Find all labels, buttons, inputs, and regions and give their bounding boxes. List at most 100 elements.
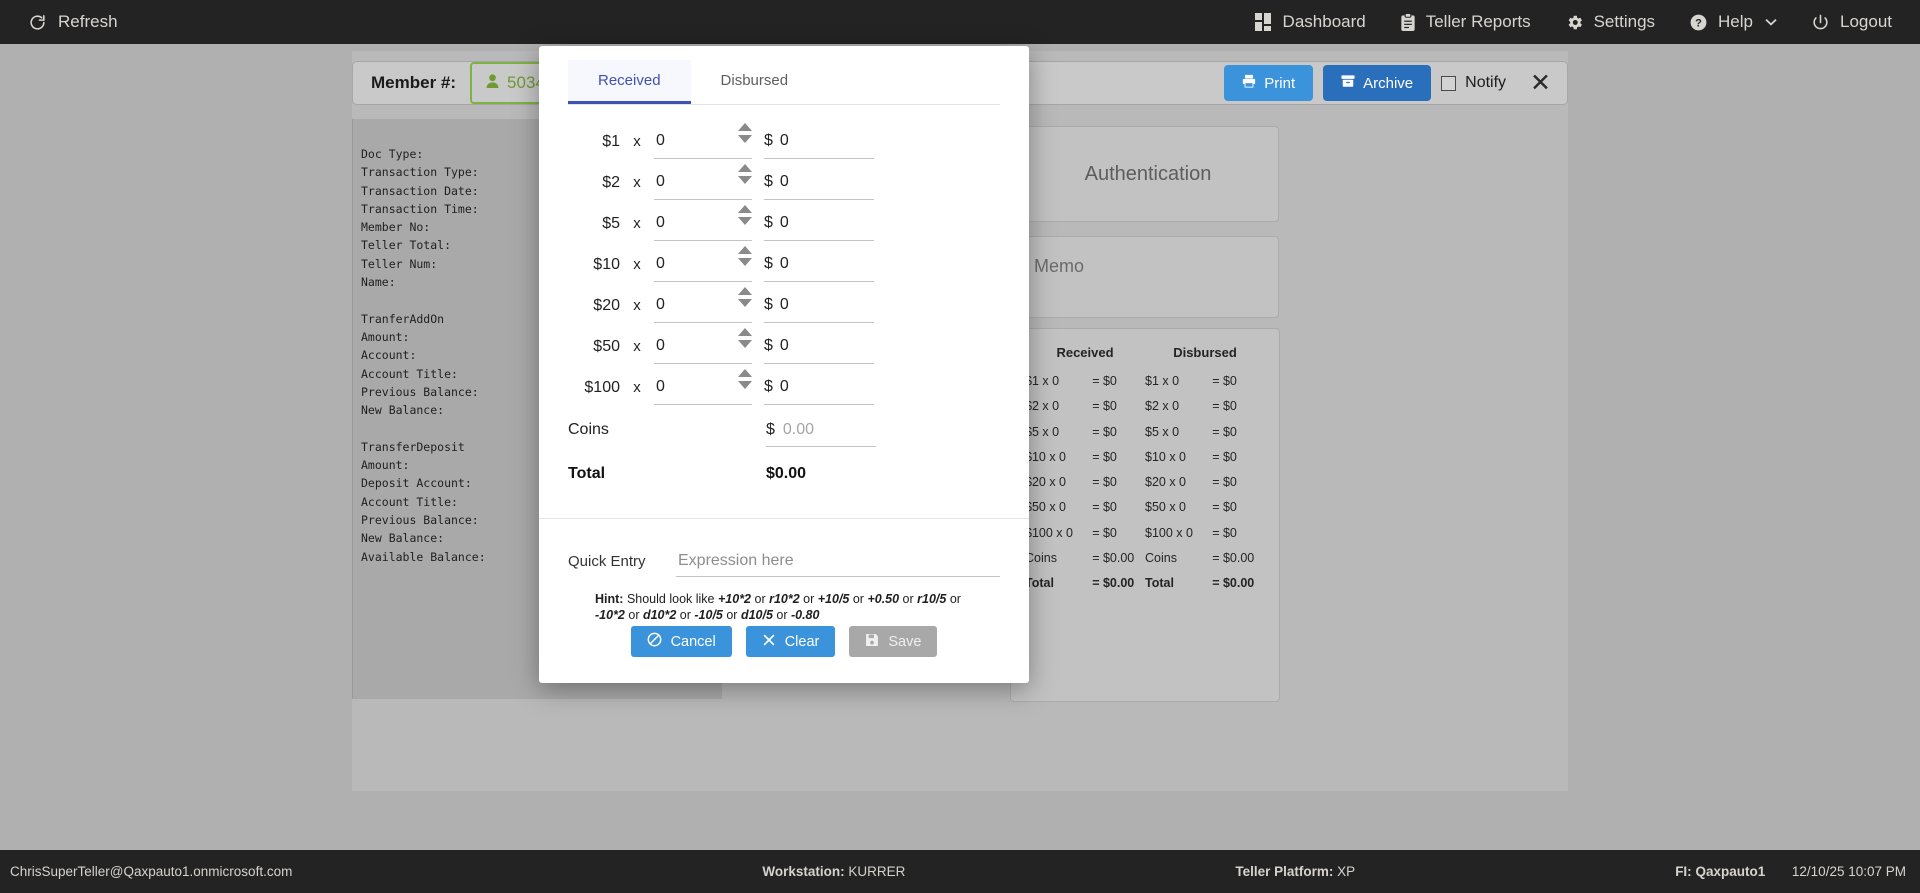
- stepper-down-icon[interactable]: [738, 216, 752, 225]
- refresh-button[interactable]: Refresh: [28, 12, 118, 32]
- nav-teller-reports[interactable]: Teller Reports: [1400, 12, 1531, 32]
- denomination-amount-input[interactable]: [777, 336, 838, 356]
- denomination-quantity-field[interactable]: [654, 327, 752, 364]
- denomination-quantity-input[interactable]: [654, 132, 732, 150]
- quantity-stepper[interactable]: [738, 204, 752, 225]
- hint-token: r10*2: [769, 592, 800, 606]
- quantity-stepper[interactable]: [738, 368, 752, 389]
- clear-label: Clear: [784, 633, 820, 650]
- receipt-line-key: Transaction Time:: [361, 201, 479, 216]
- cash-entry-modal: Received Disbursed $1 x $ $2 x $ $5 x $ $10 x $ $20 x…: [539, 46, 1029, 683]
- stepper-up-icon[interactable]: [738, 286, 752, 295]
- coins-amount-input[interactable]: [780, 419, 855, 440]
- summary-cell-amount: = $0: [1212, 449, 1237, 464]
- summary-cell-label: $2 x 0: [1145, 399, 1180, 414]
- stepper-up-icon[interactable]: [738, 122, 752, 131]
- denomination-quantity-input[interactable]: [654, 296, 732, 314]
- nav-logout-label: Logout: [1840, 12, 1892, 31]
- denomination-quantity-input[interactable]: [654, 173, 732, 191]
- close-icon[interactable]: ✕: [1530, 68, 1551, 97]
- denomination-quantity-field[interactable]: [654, 163, 752, 200]
- coins-row: Coins $: [539, 408, 1029, 452]
- stepper-up-icon[interactable]: [738, 368, 752, 377]
- summary-cell-received: Coins = $0.00: [1025, 551, 1145, 565]
- denomination-quantity-field[interactable]: [654, 286, 752, 323]
- archive-button[interactable]: Archive: [1323, 65, 1432, 101]
- denomination-amount-input[interactable]: [777, 254, 838, 274]
- quick-entry-hint: Hint: Should look like +10*2 or r10*2 or…: [539, 577, 1029, 623]
- stepper-down-icon[interactable]: [738, 134, 752, 143]
- hint-token: +10/5: [817, 592, 850, 606]
- receipt-line-key: TransferDeposit: [361, 439, 465, 454]
- stepper-up-icon[interactable]: [738, 327, 752, 336]
- footer-platform-label: Teller Platform:: [1235, 864, 1334, 879]
- footer-platform-value: XP: [1337, 864, 1356, 879]
- receipt-line-key: Account Title:: [361, 366, 458, 381]
- denomination-amount-field[interactable]: $: [764, 125, 874, 159]
- receipt-line-key: Name:: [361, 275, 396, 290]
- summary-cell-label: $5 x 0: [1025, 424, 1060, 439]
- nav-help[interactable]: ? Help: [1689, 12, 1777, 32]
- denomination-label: $2: [602, 173, 620, 191]
- nav-logout[interactable]: Logout: [1811, 12, 1892, 32]
- coins-label: Coins: [568, 421, 609, 438]
- denomination-quantity-input[interactable]: [654, 214, 732, 232]
- hint-or: or: [751, 592, 770, 606]
- status-footer: ChrisSuperTeller@Qaxpauto1.onmicrosoft.c…: [0, 850, 1920, 893]
- nav-dashboard[interactable]: Dashboard: [1254, 12, 1366, 32]
- summary-cell-amount: = $0: [1212, 424, 1237, 439]
- quick-entry-input[interactable]: [676, 550, 1000, 571]
- quick-entry-field[interactable]: [676, 545, 1000, 577]
- quantity-stepper[interactable]: [738, 163, 752, 184]
- denomination-quantity-field[interactable]: [654, 245, 752, 282]
- denomination-amount-field[interactable]: $: [764, 166, 874, 200]
- chevron-down-icon: [1765, 18, 1777, 26]
- denomination-amount-input[interactable]: [777, 377, 838, 397]
- stepper-up-icon[interactable]: [738, 163, 752, 172]
- denomination-amount-field[interactable]: $: [764, 289, 874, 323]
- summary-row: $5 x 0 = $0 $5 x 0 = $0: [1025, 425, 1265, 439]
- denomination-amount-input[interactable]: [777, 213, 838, 233]
- denomination-quantity-field[interactable]: [654, 204, 752, 241]
- total-row: Total $0.00: [539, 452, 1029, 496]
- cancel-button[interactable]: Cancel: [630, 626, 732, 657]
- stepper-down-icon[interactable]: [738, 257, 752, 266]
- coins-amount-field[interactable]: $: [766, 413, 876, 447]
- denomination-quantity-input[interactable]: [654, 378, 732, 396]
- denomination-amount-input[interactable]: [777, 131, 838, 151]
- summary-row: $1 x 0 = $0 $1 x 0 = $0: [1025, 374, 1265, 388]
- tab-received[interactable]: Received: [568, 60, 691, 104]
- notify-checkbox[interactable]: Notify: [1441, 74, 1506, 92]
- clear-button[interactable]: Clear: [745, 626, 836, 657]
- denomination-quantity-field[interactable]: [654, 368, 752, 405]
- denomination-amount-input[interactable]: [777, 295, 838, 315]
- stepper-down-icon[interactable]: [738, 339, 752, 348]
- denomination-amount-field[interactable]: $: [764, 371, 874, 405]
- summary-cell-received: $2 x 0 = $0: [1025, 399, 1145, 413]
- stepper-down-icon[interactable]: [738, 298, 752, 307]
- stepper-down-icon[interactable]: [738, 380, 752, 389]
- denomination-quantity-input[interactable]: [654, 337, 732, 355]
- modal-tabs: Received Disbursed: [539, 46, 1029, 104]
- save-button[interactable]: Save: [849, 626, 938, 657]
- quantity-stepper[interactable]: [738, 286, 752, 307]
- quantity-stepper[interactable]: [738, 122, 752, 143]
- denomination-amount-input[interactable]: [777, 172, 838, 192]
- stepper-down-icon[interactable]: [738, 175, 752, 184]
- denomination-amount-field[interactable]: $: [764, 248, 874, 282]
- stepper-up-icon[interactable]: [738, 245, 752, 254]
- quantity-stepper[interactable]: [738, 245, 752, 266]
- tab-disbursed[interactable]: Disbursed: [720, 72, 789, 89]
- denomination-rows: $1 x $ $2 x $ $5 x $ $10 x $ $20 x $ $50 x $ $100 x $: [539, 105, 1029, 408]
- print-button[interactable]: Print: [1224, 65, 1314, 101]
- denomination-amount-field[interactable]: $: [764, 207, 874, 241]
- quantity-stepper[interactable]: [738, 327, 752, 348]
- total-value: $0.00: [766, 465, 807, 482]
- denomination-quantity-field[interactable]: [654, 122, 752, 159]
- dollar-sign-icon: $: [764, 378, 773, 395]
- nav-settings[interactable]: Settings: [1565, 12, 1655, 32]
- denomination-quantity-input[interactable]: [654, 255, 732, 273]
- stepper-up-icon[interactable]: [738, 204, 752, 213]
- summary-cell-received: $20 x 0 = $0: [1025, 475, 1145, 489]
- denomination-amount-field[interactable]: $: [764, 330, 874, 364]
